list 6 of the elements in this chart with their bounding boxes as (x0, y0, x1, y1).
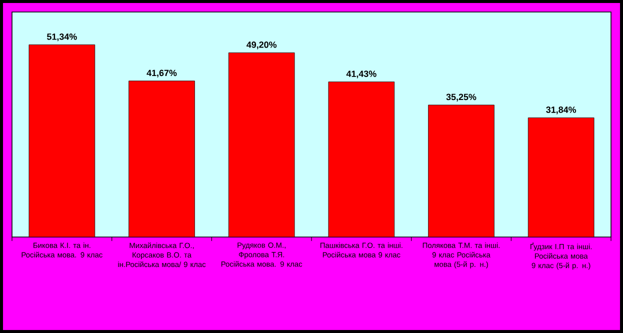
data-label: 35,25% (446, 94, 476, 102)
data-label: 31,84% (546, 106, 576, 114)
data-label: 51,34% (47, 34, 77, 42)
data-label: 41,43% (346, 70, 376, 78)
data-label: 41,67% (146, 70, 177, 78)
data-label: 49,20% (246, 42, 277, 50)
